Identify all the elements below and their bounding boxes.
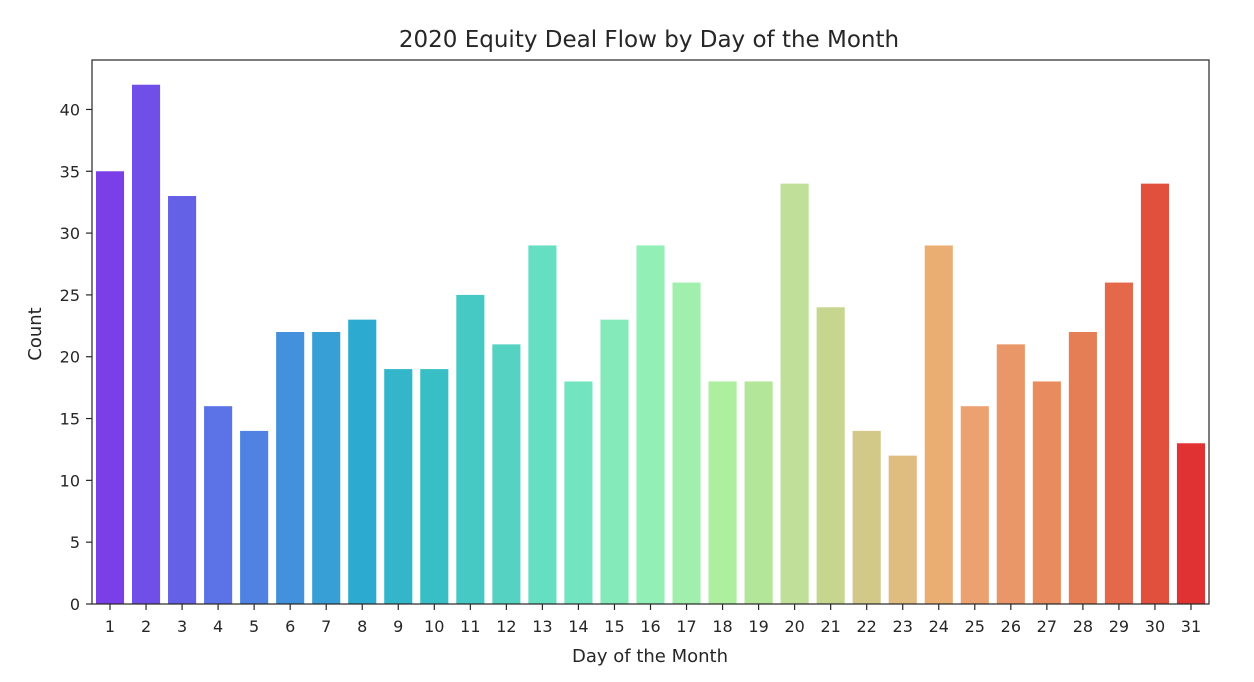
y-tick-label: 0 (70, 595, 80, 614)
bar-day-27 (1032, 381, 1061, 604)
bar-day-16 (636, 245, 665, 604)
x-tick-label: 30 (1145, 617, 1165, 636)
bar-day-29 (1104, 282, 1133, 604)
y-tick-label: 10 (60, 471, 80, 490)
bar-day-14 (564, 381, 593, 604)
bar-day-13 (528, 245, 557, 604)
x-tick-label: 3 (177, 617, 187, 636)
bar-day-2 (132, 84, 161, 605)
y-tick-label: 5 (70, 533, 80, 552)
x-tick-label: 5 (249, 617, 259, 636)
x-tick-label: 25 (965, 617, 985, 636)
bar-day-1 (95, 171, 125, 604)
y-tick-label: 15 (60, 410, 80, 429)
bar-day-28 (1068, 332, 1097, 604)
x-tick-label: 27 (1037, 617, 1057, 636)
bar-day-10 (420, 369, 449, 604)
bar-day-5 (240, 430, 269, 604)
x-tick-label: 13 (532, 617, 552, 636)
x-tick-label: 6 (285, 617, 295, 636)
x-tick-label: 9 (393, 617, 403, 636)
bar-day-6 (276, 332, 305, 604)
bar-day-22 (852, 430, 881, 604)
x-axis-label: Day of the Month (572, 646, 728, 667)
plot-frame (91, 59, 1210, 605)
bar-day-11 (456, 294, 485, 604)
x-tick-label: 31 (1181, 617, 1201, 636)
y-axis-ticks: 0 5 10 15 20 25 30 35 40 (60, 100, 92, 614)
bar-day-12 (492, 344, 521, 604)
x-tick-label: 8 (357, 617, 367, 636)
x-tick-label: 12 (496, 617, 516, 636)
x-tick-label: 26 (1001, 617, 1021, 636)
x-tick-label: 10 (424, 617, 444, 636)
x-tick-label: 7 (321, 617, 331, 636)
bar-day-8 (348, 319, 377, 604)
y-tick-label: 25 (60, 286, 80, 305)
y-axis-label: Count (25, 307, 46, 360)
bar-day-31 (1176, 443, 1206, 604)
bar-day-17 (672, 282, 701, 604)
x-tick-label: 21 (820, 617, 840, 636)
y-tick-label: 30 (60, 224, 80, 243)
x-tick-label: 24 (929, 617, 949, 636)
bar-day-30 (1140, 183, 1170, 604)
bar-day-23 (888, 455, 917, 604)
x-axis-ticks: 1 2 3 4 5 6 7 8 9 10 11 12 13 14 15 16 17 18 19 20 21 22 23 24 2… (105, 604, 1201, 636)
chart-title: 2020 Equity Deal Flow by Day of the Mont… (399, 27, 899, 53)
x-tick-label: 15 (604, 617, 624, 636)
x-tick-label: 4 (213, 617, 223, 636)
y-tick-label: 35 (60, 162, 80, 181)
bar-day-18 (708, 381, 737, 604)
x-tick-label: 2 (141, 617, 151, 636)
x-tick-label: 1 (105, 617, 115, 636)
x-tick-label: 17 (676, 617, 696, 636)
bar-day-9 (384, 369, 413, 604)
bars-group (95, 84, 1206, 605)
x-tick-label: 14 (568, 617, 588, 636)
bar-day-3 (168, 196, 197, 604)
x-tick-label: 22 (857, 617, 877, 636)
y-tick-label: 20 (60, 348, 80, 367)
x-tick-label: 18 (712, 617, 732, 636)
x-tick-label: 23 (893, 617, 913, 636)
x-tick-label: 16 (640, 617, 660, 636)
y-tick-label: 40 (60, 100, 80, 119)
bar-day-15 (600, 319, 629, 604)
bar-day-25 (960, 406, 989, 604)
x-tick-label: 19 (748, 617, 768, 636)
bar-day-26 (996, 344, 1025, 604)
bar-day-4 (204, 406, 233, 604)
x-tick-label: 28 (1073, 617, 1093, 636)
bar-day-20 (780, 183, 809, 604)
bar-day-21 (816, 307, 845, 604)
bar-day-24 (924, 245, 953, 604)
bar-day-7 (312, 332, 341, 604)
x-tick-label: 29 (1109, 617, 1129, 636)
x-tick-label: 11 (460, 617, 480, 636)
x-tick-label: 20 (784, 617, 804, 636)
bar-day-19 (744, 381, 773, 604)
